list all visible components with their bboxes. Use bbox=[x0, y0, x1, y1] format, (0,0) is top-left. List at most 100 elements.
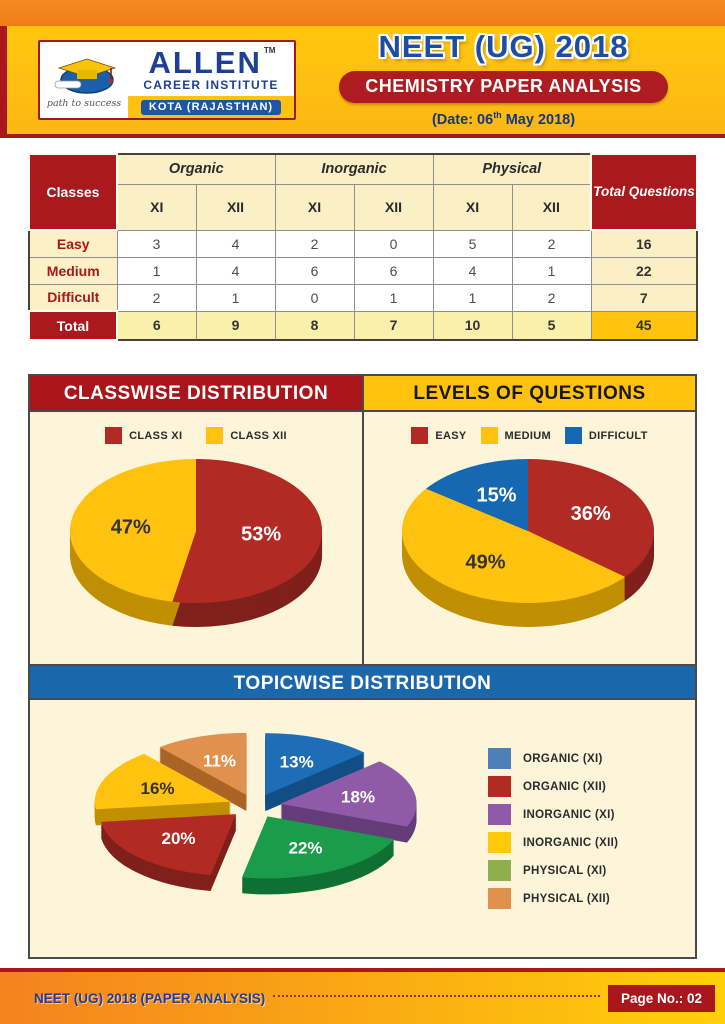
table-cell: 1 bbox=[353, 283, 434, 312]
legend-item: PHYSICAL (XII) bbox=[488, 888, 679, 909]
table-cell: 2 bbox=[511, 283, 592, 312]
graduation-cap-icon bbox=[54, 58, 117, 94]
svg-text:11%: 11% bbox=[203, 751, 236, 770]
table-subheader: XII bbox=[353, 183, 434, 231]
table-subheader: XI bbox=[116, 183, 197, 231]
footer-band: NEET (UG) 2018 (PAPER ANALYSIS) Page No.… bbox=[0, 972, 725, 1024]
classwise-legend: CLASS XI CLASS XII bbox=[93, 412, 299, 447]
footer-divider bbox=[0, 968, 725, 972]
topicwise-panel-title: TOPICWISE DISTRIBUTION bbox=[30, 664, 695, 700]
svg-text:15%: 15% bbox=[476, 485, 516, 507]
table-cell: 10 bbox=[432, 310, 513, 341]
footer-title: NEET (UG) 2018 (PAPER ANALYSIS) bbox=[34, 990, 266, 1006]
table-row-label: Difficult bbox=[28, 283, 118, 312]
table-row-total: 7 bbox=[590, 283, 698, 312]
legend-swatch bbox=[488, 860, 511, 881]
svg-text:53%: 53% bbox=[241, 524, 281, 546]
table-row-label: Easy bbox=[28, 229, 118, 258]
legend-item: ORGANIC (XII) bbox=[488, 776, 679, 797]
legend-item: MEDIUM bbox=[480, 427, 551, 444]
table-cell: 4 bbox=[432, 256, 513, 285]
legend-item: CLASS XI bbox=[105, 427, 182, 444]
table-total-row: Total 6 9 8 7 10 5 45 bbox=[28, 310, 698, 341]
footer-dotted-line bbox=[273, 995, 600, 997]
table-row-label: Total bbox=[28, 310, 118, 341]
table-cell: 5 bbox=[432, 229, 513, 258]
legend-swatch bbox=[480, 427, 498, 444]
table-cell: 0 bbox=[353, 229, 434, 258]
svg-text:18%: 18% bbox=[341, 787, 375, 806]
legend-swatch bbox=[488, 748, 511, 769]
topicwise-pie-chart: 13% 18% 22% 20% 16% 11% bbox=[94, 732, 417, 894]
header-divider bbox=[0, 134, 725, 138]
table-cell: 4 bbox=[195, 229, 276, 258]
trademark-symbol: TM bbox=[263, 45, 276, 55]
table-group-header: Inorganic bbox=[274, 153, 434, 185]
table-cell: 2 bbox=[274, 229, 355, 258]
table-cell: 6 bbox=[116, 310, 197, 341]
legend-swatch bbox=[488, 888, 511, 909]
table-cell: 4 bbox=[195, 256, 276, 285]
legend-item: INORGANIC (XI) bbox=[488, 804, 679, 825]
levels-pie-chart: 36% 49% 15% bbox=[401, 459, 654, 627]
table-cell: 6 bbox=[274, 256, 355, 285]
analysis-table-wrap: Classes Organic Inorganic Physical Total… bbox=[28, 153, 699, 341]
table-subheader: XII bbox=[511, 183, 592, 231]
table-group-header: Organic bbox=[116, 153, 276, 185]
table-row-total: 22 bbox=[590, 256, 698, 285]
table-row-total: 16 bbox=[590, 229, 698, 258]
svg-text:49%: 49% bbox=[465, 551, 505, 573]
classwise-panel: CLASSWISE DISTRIBUTION CLASS XI CLASS XI… bbox=[30, 376, 364, 664]
table-cell: 2 bbox=[511, 229, 592, 258]
logo-location: KOTA (RAJASTHAN) bbox=[140, 99, 282, 115]
logo-location-strip: KOTA (RAJASTHAN) bbox=[128, 96, 294, 118]
logo-subtitle: CAREER INSTITUTE bbox=[143, 78, 279, 92]
legend-item: EASY bbox=[411, 427, 466, 444]
classwise-panel-title: CLASSWISE DISTRIBUTION bbox=[30, 376, 362, 412]
table-row-label: Medium bbox=[28, 256, 118, 285]
table-cell: 9 bbox=[195, 310, 276, 341]
top-orange-band bbox=[0, 0, 725, 26]
levels-legend: EASY MEDIUM DIFFICULT bbox=[404, 412, 654, 447]
legend-item: DIFFICULT bbox=[564, 427, 648, 444]
topicwise-chart-area: 13% 18% 22% 20% 16% 11% ORGANIC (XI) ORGANIC … bbox=[30, 700, 695, 957]
legend-item: INORGANIC (XII) bbox=[488, 832, 679, 853]
footer: NEET (UG) 2018 (PAPER ANALYSIS) Page No.… bbox=[0, 968, 725, 1024]
legend-item: PHYSICAL (XI) bbox=[488, 860, 679, 881]
charts-section: CLASSWISE DISTRIBUTION CLASS XI CLASS XI… bbox=[28, 374, 697, 959]
table-cell: 6 bbox=[353, 256, 434, 285]
table-total-header: Total Questions bbox=[590, 153, 699, 231]
exam-date: (Date: 06th May 2018) bbox=[431, 109, 576, 128]
svg-text:22%: 22% bbox=[288, 838, 322, 857]
logo-brand: ALLEN bbox=[148, 45, 262, 80]
header-left-strip bbox=[0, 26, 7, 134]
legend-swatch bbox=[206, 427, 224, 444]
table-cell: 7 bbox=[353, 310, 434, 341]
table-grand-total: 45 bbox=[590, 310, 698, 341]
table-row: Medium 1 4 6 6 4 1 22 bbox=[28, 256, 698, 285]
allen-logo: path to success ALLEN TM CAREER INSTITUTE… bbox=[38, 40, 296, 120]
legend-swatch bbox=[488, 832, 511, 853]
svg-text:16%: 16% bbox=[140, 778, 174, 797]
logo-tagline: path to success bbox=[46, 98, 122, 109]
page-number-badge: Page No.: 02 bbox=[607, 984, 715, 1012]
legend-swatch bbox=[488, 804, 511, 825]
svg-text:13%: 13% bbox=[280, 752, 314, 771]
table-row: Easy 3 4 2 0 5 2 16 bbox=[28, 229, 698, 258]
levels-panel-title: LEVELS OF QUESTIONS bbox=[364, 376, 695, 412]
logo-text-area: ALLEN TM CAREER INSTITUTE KOTA (RAJASTHAN… bbox=[128, 42, 294, 118]
header-titles: NEET (UG) 2018 CHEMISTRY PAPER ANALYSIS … bbox=[296, 28, 725, 128]
svg-text:47%: 47% bbox=[111, 517, 151, 539]
levels-chart-area: EASY MEDIUM DIFFICULT 36% 49% 15% bbox=[364, 412, 695, 664]
table-cell: 1 bbox=[432, 283, 513, 312]
logo-emblem-area: path to success bbox=[40, 42, 128, 118]
table-cell: 3 bbox=[116, 229, 197, 258]
page-title: NEET (UG) 2018 bbox=[378, 28, 629, 64]
paper-analysis-pill: CHEMISTRY PAPER ANALYSIS bbox=[339, 70, 668, 103]
table-row: Difficult 2 1 0 1 1 2 7 bbox=[28, 283, 698, 312]
legend-swatch bbox=[105, 427, 123, 444]
table-cell: 1 bbox=[511, 256, 592, 285]
table-cell: 8 bbox=[274, 310, 355, 341]
table-cell: 1 bbox=[195, 283, 276, 312]
